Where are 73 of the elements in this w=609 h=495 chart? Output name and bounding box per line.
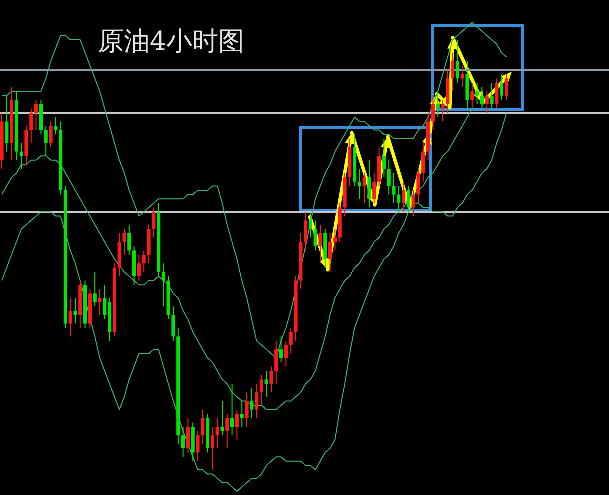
candlestick [436, 91, 440, 118]
candlestick [30, 108, 34, 144]
candlestick [314, 220, 318, 252]
candlestick [74, 298, 78, 324]
candlestick [284, 340, 288, 368]
candlestick [441, 100, 445, 122]
candlestick [495, 78, 499, 110]
candlestick [333, 228, 337, 252]
candlestick [476, 82, 480, 105]
candlestick [98, 288, 102, 316]
candlestick [122, 228, 126, 256]
candlestick [255, 384, 259, 419]
candlestick [485, 91, 489, 114]
candlestick [216, 418, 220, 449]
candlestick [196, 430, 200, 462]
candlestick [93, 272, 97, 308]
candlestick [412, 190, 416, 217]
candlestick [456, 40, 460, 84]
candlestick [226, 414, 230, 449]
candlestick [210, 426, 214, 470]
candlestick [240, 400, 244, 428]
candlestick [162, 263, 166, 308]
candlestick [245, 392, 249, 428]
candlestick [382, 138, 386, 178]
candlestick [54, 116, 58, 136]
candlestick [68, 298, 72, 338]
candlestick [500, 74, 504, 101]
candlestick [235, 409, 239, 440]
candlestick [274, 340, 278, 384]
candlestick [504, 74, 508, 101]
candlestick [137, 254, 141, 282]
candlestick [392, 172, 396, 204]
candlestick [470, 82, 474, 110]
candlestick [49, 121, 53, 148]
candlestick [422, 142, 426, 182]
candlestick [416, 168, 420, 204]
candlestick [431, 95, 435, 131]
candlestick [186, 418, 190, 454]
candlestick [172, 306, 176, 342]
chart-title: 原油4小时图 [98, 27, 245, 57]
candlestick [308, 212, 312, 238]
candlestick [480, 86, 484, 110]
candlestick [318, 224, 322, 264]
candlestick [387, 160, 391, 196]
candlestick [201, 409, 205, 445]
candlestick [34, 100, 38, 131]
candlestick [372, 172, 376, 204]
candlestick [264, 370, 268, 398]
candlestick [362, 172, 366, 204]
candlestick [406, 186, 410, 212]
candlestick [358, 168, 362, 200]
candlestick [20, 142, 24, 170]
candlestick [490, 82, 494, 110]
candlestick [397, 186, 401, 212]
candlestick [328, 233, 332, 273]
candlestick [460, 65, 464, 88]
candlestick [260, 374, 264, 406]
candlestick [128, 224, 132, 256]
candlestick [5, 95, 9, 152]
candlestick [451, 52, 455, 92]
candlestick [280, 336, 284, 363]
candlestick [44, 126, 48, 157]
candlestick [270, 366, 274, 394]
candlestick [182, 426, 186, 458]
candlestick [220, 400, 224, 436]
candlestick [304, 212, 308, 252]
candlestick [250, 388, 254, 419]
candlestick [230, 384, 234, 436]
candlestick [368, 160, 372, 208]
candlestick [142, 250, 146, 273]
candlestick [289, 328, 293, 354]
candlestick [402, 181, 406, 212]
candlestick [152, 207, 156, 238]
